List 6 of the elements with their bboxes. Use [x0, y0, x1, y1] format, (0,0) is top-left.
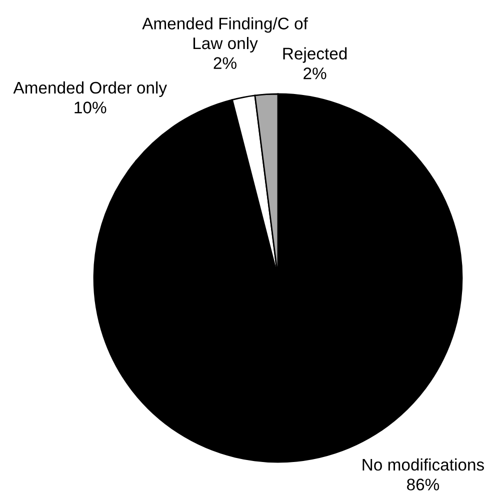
data-label: 2%: [214, 57, 236, 69]
data-label: 10%: [74, 102, 106, 114]
slice-label: No modifications: [362, 458, 484, 471]
slice-label: Amended Order only: [13, 81, 167, 97]
data-label: 86%: [407, 478, 440, 490]
data-label: 2%: [304, 68, 326, 80]
